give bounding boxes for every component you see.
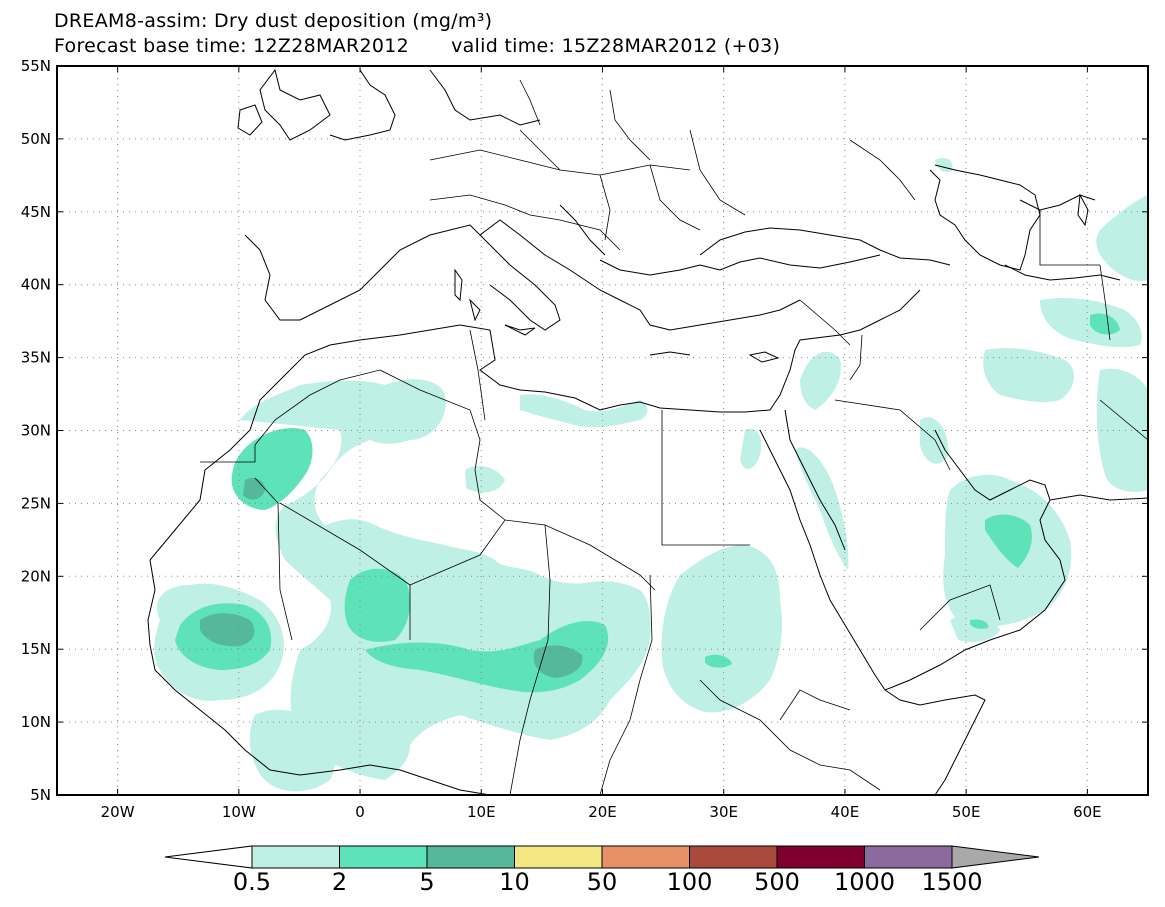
lon-label: 0 [355,803,365,821]
lon-label: 50E [952,803,981,821]
colorbar-under-triangle [164,845,253,869]
base-time: Forecast base time: 12Z28MAR2012 [54,35,410,57]
colorbar-box [251,845,340,869]
colorbar-label: 1500 [921,868,982,896]
time-info: Forecast base time: 12Z28MAR2012 valid ti… [54,35,780,57]
coastlines [147,68,1148,795]
colorbar-label: 1000 [834,868,895,896]
lat-label: 15N [21,640,51,658]
lat-label: 20N [21,567,51,585]
lat-label: 25N [21,494,51,512]
colorbar-label: 5 [419,868,434,896]
axis-ticks [57,65,1148,796]
colorbar-box [426,845,515,869]
lat-label: 30N [21,422,51,440]
colorbar-box [776,845,865,869]
lat-label: 5N [30,786,51,804]
map-panel [57,66,1148,795]
chart-title: DREAM8-assim: Dry dust deposition (mg/m³… [54,10,493,32]
colorbar-box [339,845,428,869]
lat-label: 55N [21,57,51,75]
lat-label: 10N [21,713,51,731]
lon-label: 20W [101,803,135,821]
latitude-labels: 55N 50N 45N 40N 35N 30N 25N 20N 15N 10N 5N [21,57,51,804]
lon-label: 40E [831,803,860,821]
colorbar-label: 2 [332,868,347,896]
colorbar: 0.5 2 5 10 50 100 500 1000 1500 [164,845,1040,896]
lat-label: 45N [21,203,51,221]
colorbar-label: 100 [667,868,713,896]
lat-label: 35N [21,349,51,367]
colorbar-label: 0.5 [233,868,271,896]
colorbar-over-triangle [951,845,1040,869]
colorbar-box [689,845,778,869]
colorbar-box [514,845,603,869]
valid-time: valid time: 15Z28MAR2012 (+03) [451,35,781,57]
lon-label: 10W [222,803,256,821]
lon-label: 60E [1073,803,1102,821]
lat-label: 50N [21,130,51,148]
lon-label: 30E [709,803,738,821]
colorbar-label: 10 [499,868,530,896]
longitude-labels: 20W 10W 0 10E 20E 30E 40E 50E 60E [101,803,1102,821]
lon-label: 10E [467,803,496,821]
lat-label: 40N [21,276,51,294]
colorbar-label: 500 [754,868,800,896]
country-borders [200,79,1148,795]
colorbar-label: 50 [587,868,618,896]
colorbar-box [864,845,953,869]
lon-label: 20E [588,803,617,821]
colorbar-box [601,845,690,869]
